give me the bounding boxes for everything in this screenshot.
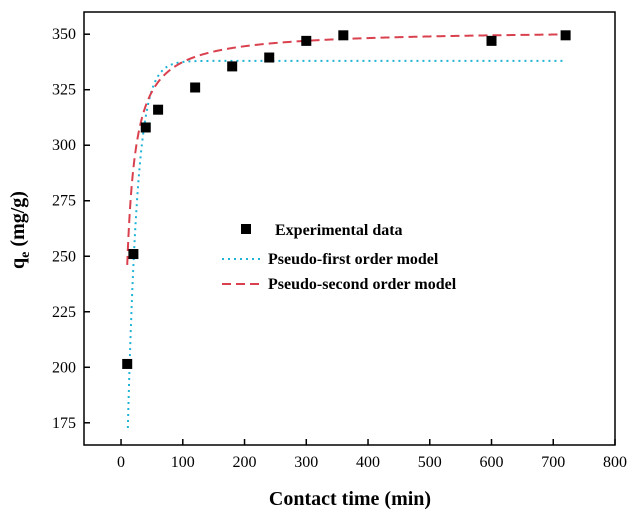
x-tick-label: 0 [117,454,125,471]
experimental-point [338,30,349,41]
x-tick-label: 200 [233,454,257,471]
y-tick-label: 225 [52,304,76,321]
experimental-point [153,104,164,115]
series-layer [122,30,571,429]
y-tick-label: 350 [52,26,76,43]
legend-label-experimental: Experimental data [275,222,403,239]
x-tick-label: 400 [356,454,380,471]
y-axis-title: qe (mg/g) [7,191,33,269]
y-axis-title-main: q [7,258,29,269]
legend: Experimental data Pseudo-first order mod… [222,222,457,293]
experimental-point [227,61,238,72]
experimental-point [190,82,201,93]
x-tick-label: 800 [603,454,627,471]
experimental-point [140,122,151,133]
y-tick-label: 325 [52,82,76,99]
x-tick-label: 300 [294,454,318,471]
y-tick-label: 250 [52,248,76,265]
legend-marker-experimental [241,224,251,234]
x-tick-label: 500 [418,454,442,471]
legend-label-pseudo-second: Pseudo-second order model [268,276,457,293]
experimental-point [264,52,275,63]
x-axis-title: Contact time (min) [269,488,431,510]
pseudo-first-order-curve [126,59,566,429]
experimental-point [122,358,133,369]
y-tick-label: 300 [52,137,76,154]
legend-label-pseudo-first: Pseudo-first order model [268,251,439,268]
plot-area-frame [83,11,616,446]
y-tick-label: 275 [52,193,76,210]
x-tick-label: 100 [171,454,195,471]
y-tick-label: 175 [52,415,76,432]
experimental-point [301,35,312,46]
experimental-point [486,35,497,46]
experimental-point [560,30,571,41]
experimental-point [128,249,139,260]
y-axis-title-subscript: e [18,252,33,258]
axis-ticks: 0 100 200 300 400 500 600 700 800 175 200 225 250 275… [52,26,627,471]
x-tick-label: 700 [541,454,565,471]
x-tick-label: 600 [480,454,504,471]
y-axis-title-unit: (mg/g) [7,191,29,252]
y-tick-label: 200 [52,359,76,376]
